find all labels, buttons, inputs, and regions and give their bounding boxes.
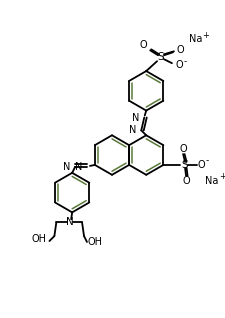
Text: O: O — [196, 160, 204, 170]
Text: N: N — [128, 125, 136, 135]
Text: O: O — [181, 176, 189, 186]
Text: -: - — [182, 57, 186, 66]
Text: -: - — [204, 156, 207, 165]
Text: O: O — [175, 45, 183, 55]
Text: N: N — [74, 162, 82, 172]
Text: Na: Na — [204, 176, 217, 186]
Text: O: O — [174, 60, 182, 70]
Text: O: O — [139, 40, 146, 50]
Text: +: + — [218, 172, 225, 181]
Text: S: S — [181, 160, 188, 170]
Text: OH: OH — [31, 234, 46, 244]
Text: O: O — [178, 144, 186, 154]
Text: OH: OH — [88, 237, 103, 247]
Text: +: + — [202, 31, 209, 40]
Text: S: S — [157, 52, 164, 62]
Text: N: N — [131, 113, 139, 122]
Text: N: N — [63, 162, 70, 172]
Text: Na: Na — [188, 34, 201, 45]
Text: N: N — [66, 217, 74, 227]
